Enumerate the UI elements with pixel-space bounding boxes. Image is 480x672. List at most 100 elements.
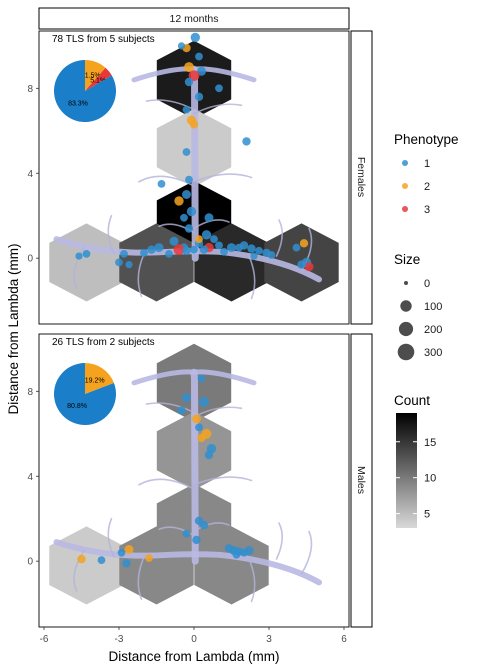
y-tick-label: 4: [27, 472, 33, 483]
vessel-branch: [193, 103, 243, 115]
tls-point: [189, 120, 199, 129]
x-axis-title: Distance from Lambda (mm): [108, 649, 279, 664]
legend-size-key: [404, 281, 408, 285]
tls-point: [188, 70, 200, 81]
x-tick-label: -3: [115, 634, 124, 645]
tls-point: [299, 239, 309, 248]
tls-point: [199, 396, 209, 407]
tls-point: [197, 374, 206, 383]
tls-point: [174, 196, 184, 206]
count-colorbar: [396, 413, 417, 528]
strip-top-label: 12 months: [169, 13, 218, 25]
tls-point: [242, 137, 251, 146]
tls-point: [192, 535, 201, 545]
legend-count-label: 15: [424, 437, 436, 449]
tls-point: [250, 252, 258, 260]
legend-phenotype-key: [402, 160, 408, 166]
tls-point: [184, 62, 194, 73]
tls-point: [267, 251, 276, 259]
tls-point: [199, 520, 209, 530]
tls-point: [197, 66, 206, 76]
legend-phenotype-key: [402, 183, 408, 189]
tls-point: [292, 243, 301, 252]
tls-point: [184, 77, 194, 87]
tls-point: [297, 260, 306, 269]
tls-point: [173, 244, 185, 256]
vessel-branch: [107, 214, 115, 255]
tls-point: [147, 245, 156, 254]
tls-point: [227, 243, 236, 253]
vessel-branch: [275, 522, 283, 560]
tls-point: [220, 247, 228, 256]
brain-vessel-males: [53, 368, 322, 603]
legend-size-label: 300: [424, 347, 442, 359]
vessel-branch: [138, 478, 195, 490]
hex-bin: [194, 223, 269, 302]
tls-point: [215, 84, 223, 93]
legend-size-title: Size: [394, 252, 420, 267]
vessel-branch: [300, 530, 313, 575]
vessel-branch: [193, 476, 253, 486]
pie-slice: [53, 60, 116, 122]
vessel-branch: [137, 556, 145, 601]
tls-point: [304, 262, 314, 272]
tls-point: [195, 52, 203, 61]
pie-males: 19.2% 80.8%: [53, 363, 116, 425]
tls-point: [239, 241, 249, 250]
vessel-top: [131, 66, 257, 83]
strip-males: [350, 333, 373, 628]
strip-females: [350, 30, 373, 325]
pie-slice: [53, 363, 116, 425]
tls-point: [145, 554, 153, 562]
hex-layer-males: [49, 343, 269, 605]
hex-bin: [194, 526, 269, 605]
pie-label: 5.1%: [90, 78, 106, 85]
tls-point: [154, 243, 164, 253]
vessel-branch: [248, 255, 256, 300]
tls-point: [177, 406, 186, 415]
tls-point: [117, 548, 126, 557]
pie-label: 80.8%: [67, 403, 87, 410]
vessel-branch: [275, 219, 283, 257]
legend-size-label: 100: [424, 301, 442, 313]
points-males: [77, 374, 254, 568]
tls-point: [185, 175, 193, 184]
vessel-branch: [137, 253, 145, 298]
tls-point: [215, 241, 223, 250]
axes: 0 4 8 0 4 8 -6 -3 0 3 6: [27, 84, 347, 645]
y-tick-label: 8: [27, 84, 33, 95]
tls-point: [190, 32, 200, 43]
legend-phenotype-label: 1: [424, 158, 430, 170]
tls-point: [120, 250, 128, 258]
tls-point: [190, 245, 198, 254]
vessel-branch: [145, 402, 195, 414]
tls-point: [77, 554, 86, 564]
tls-point: [182, 148, 191, 156]
tls-point: [125, 261, 133, 269]
legend-size-label: 0: [424, 278, 430, 290]
strip-males-label: Males: [355, 466, 367, 494]
strip-top: [38, 7, 350, 30]
tls-point: [124, 545, 134, 554]
tls-point: [169, 236, 179, 246]
tls-point: [177, 42, 186, 50]
tls-point: [182, 246, 191, 255]
tls-point: [199, 245, 209, 254]
x-tick-label: 3: [266, 634, 272, 645]
annotation-males: 26 TLS from 2 subjects: [52, 337, 155, 348]
tls-point: [204, 213, 214, 223]
tls-point: [194, 92, 204, 102]
tls-point: [244, 546, 254, 556]
panel-males: 19.2% 80.8% 26 TLS from 2 subjects: [38, 333, 350, 628]
legend-count-label: 10: [424, 473, 436, 485]
pie-females: 11.5%5.1% 83.3%: [53, 60, 116, 122]
pie-slice: [85, 67, 112, 91]
legend-phenotype-label: 2: [424, 181, 430, 193]
x-tick-label: 6: [341, 634, 347, 645]
tls-point: [201, 230, 212, 240]
legend-count: Count 5 10 15: [394, 393, 436, 528]
pie-label: 11.5%: [81, 73, 100, 80]
legend-size: Size 0 100 200 300: [394, 252, 442, 361]
legend-count-label: 5: [424, 509, 430, 521]
